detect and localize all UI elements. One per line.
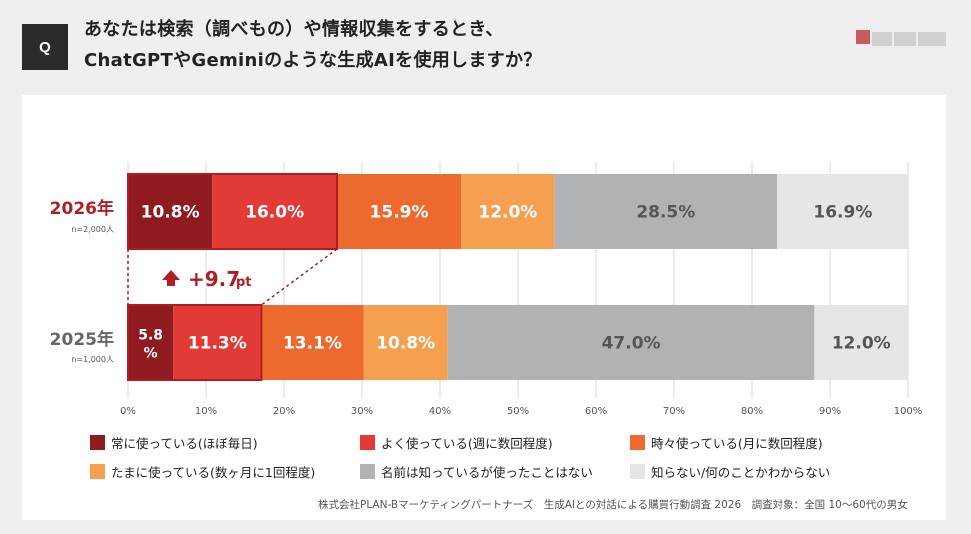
highlight-box-2025 bbox=[127, 304, 263, 381]
category-label: 2026年 bbox=[50, 198, 114, 219]
data-label: 16.0% bbox=[245, 203, 304, 223]
legend-item: 時々使っている(月に数回程度) bbox=[630, 433, 870, 452]
bar-segment bbox=[814, 305, 908, 380]
legend-item: 名前は知っているが使ったことはない bbox=[360, 462, 630, 481]
data-label: 5.8 bbox=[138, 328, 163, 344]
bar-segment bbox=[554, 174, 777, 249]
legend-swatch bbox=[360, 435, 375, 450]
legend-label: 常に使っている(ほぼ毎日) bbox=[111, 436, 258, 451]
data-label: 10.8% bbox=[141, 203, 200, 223]
data-label: 47.0% bbox=[602, 334, 661, 354]
legend-item: 常に使っている(ほぼ毎日) bbox=[90, 433, 360, 452]
legend-label: たまに使っている(数ヶ月に1回程度) bbox=[111, 465, 316, 480]
legend-label: 知らない/何のことかわからない bbox=[651, 465, 831, 480]
question-line-2: ChatGPTやGeminiのような生成AIを使用しますか？ bbox=[84, 50, 542, 71]
x-tick-label: 10% bbox=[195, 406, 217, 417]
x-tick-label: 50% bbox=[507, 406, 529, 417]
legend-swatch bbox=[630, 435, 645, 450]
bar-segment bbox=[128, 174, 213, 249]
data-label: 28.5% bbox=[636, 203, 695, 223]
data-label: 15.9% bbox=[370, 203, 429, 223]
connector-line-right bbox=[260, 248, 338, 306]
bar-segment bbox=[128, 305, 174, 380]
data-label: 13.1% bbox=[283, 334, 342, 354]
question-text: あなたは検索（調べもの）や情報収集をするとき、 ChatGPTやGeminiのよ… bbox=[84, 14, 542, 76]
bar-segment bbox=[363, 305, 448, 380]
category-label: 2025年 bbox=[50, 329, 114, 350]
x-tick-label: 70% bbox=[663, 406, 685, 417]
chart-legend: 常に使っている(ほぼ毎日) よく使っている(週に数回程度) 時々使っている(月に数回… bbox=[90, 433, 870, 481]
bar-segment bbox=[173, 305, 262, 380]
x-tick-label: 60% bbox=[585, 406, 607, 417]
x-tick-label: 40% bbox=[429, 406, 451, 417]
legend-item: たまに使っている(数ヶ月に1回程度) bbox=[90, 462, 360, 481]
data-label: 10.8% bbox=[376, 334, 435, 354]
source-note: 株式会社PLAN-Bマーケティングパートナーズ 生成AIとの対話による購買行動調… bbox=[318, 499, 908, 511]
bar-segment bbox=[776, 174, 909, 249]
x-tick-label: 0% bbox=[120, 406, 136, 417]
bar-segment bbox=[337, 174, 462, 249]
question-line-1: あなたは検索（調べもの）や情報収集をするとき、 bbox=[84, 19, 504, 40]
x-tick-label: 90% bbox=[819, 406, 841, 417]
question-badge: Q bbox=[22, 24, 68, 70]
bar-segment bbox=[447, 305, 815, 380]
legend-swatch bbox=[90, 435, 105, 450]
bar-segment bbox=[261, 305, 364, 380]
x-tick-label: 20% bbox=[273, 406, 295, 417]
x-tick-label: 30% bbox=[351, 406, 373, 417]
x-tick-label: 80% bbox=[741, 406, 763, 417]
legend-item: よく使っている(週に数回程度) bbox=[360, 433, 630, 452]
bar-segment bbox=[212, 174, 338, 249]
data-label: 16.9% bbox=[813, 203, 872, 223]
data-label: 11.3% bbox=[188, 334, 247, 354]
data-label: 12.0% bbox=[478, 203, 537, 223]
data-label: % bbox=[144, 346, 158, 362]
legend-label: 名前は知っているが使ったことはない bbox=[381, 465, 593, 480]
legend-swatch bbox=[630, 464, 645, 479]
legend-label: 時々使っている(月に数回程度) bbox=[651, 436, 823, 451]
brand-logo bbox=[842, 30, 947, 50]
highlight-box-2026 bbox=[127, 173, 339, 250]
bar-segment bbox=[461, 174, 555, 249]
category-sample-size: n=1,000人 bbox=[71, 355, 114, 364]
annotation-value: +9.7 bbox=[188, 267, 240, 291]
data-label: 12.0% bbox=[832, 334, 891, 354]
annotation-unit: pt bbox=[236, 275, 252, 290]
up-arrow-icon bbox=[162, 270, 180, 286]
category-sample-size: n=2,000人 bbox=[71, 225, 114, 234]
x-tick-label: 100% bbox=[894, 406, 923, 417]
legend-swatch bbox=[90, 464, 105, 479]
legend-swatch bbox=[360, 464, 375, 479]
legend-label: よく使っている(週に数回程度) bbox=[381, 436, 553, 451]
legend-item: 知らない/何のことかわからない bbox=[630, 462, 870, 481]
